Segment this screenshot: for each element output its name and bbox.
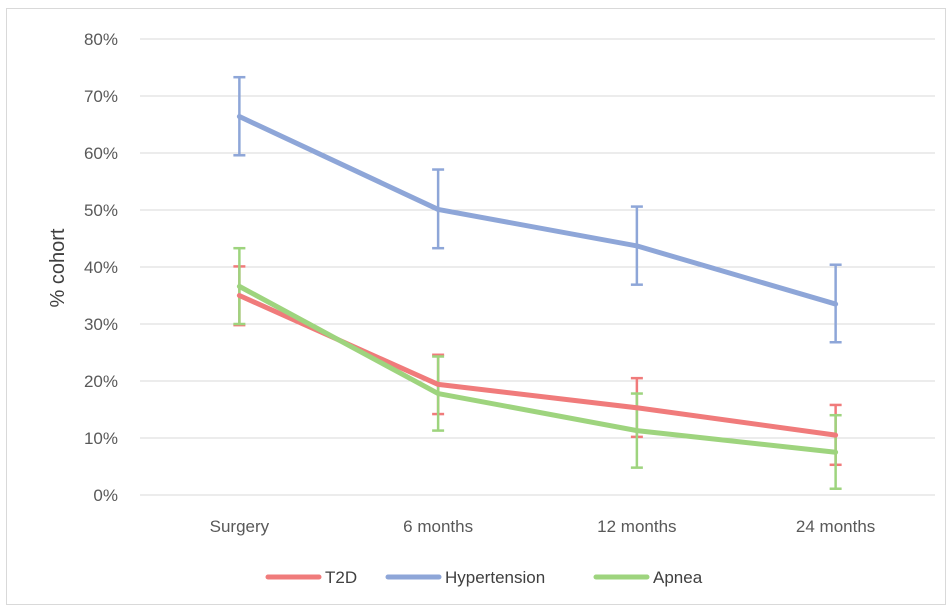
x-tick-label: 24 months xyxy=(796,517,875,536)
legend-label: T2D xyxy=(325,568,357,587)
y-axis-label: % cohort xyxy=(47,228,69,307)
y-tick-labels: 0% 10% 20% 30% 40% 50% 60% 70% 80% xyxy=(84,30,118,505)
legend-item-hypertension: Hypertension xyxy=(385,568,545,587)
series-lines xyxy=(236,114,839,455)
x-tick-label: 6 months xyxy=(403,517,473,536)
x-tick-label: Surgery xyxy=(210,517,270,536)
y-tick-label: 20% xyxy=(84,372,118,391)
series-line-apnea xyxy=(236,283,839,455)
y-tick-label: 70% xyxy=(84,87,118,106)
y-tick-label: 0% xyxy=(93,486,118,505)
y-tick-label: 40% xyxy=(84,258,118,277)
y-tick-label: 60% xyxy=(84,144,118,163)
x-tick-label: 12 months xyxy=(597,517,676,536)
legend-label: Hypertension xyxy=(445,568,545,587)
legend-item-t2d: T2D xyxy=(265,568,357,587)
gridlines xyxy=(140,38,935,496)
y-tick-label: 80% xyxy=(84,30,118,49)
x-tick-labels: Surgery 6 months 12 months 24 months xyxy=(210,517,876,536)
y-tick-label: 10% xyxy=(84,429,118,448)
error-bars xyxy=(233,75,842,490)
legend: T2D Hypertension Apnea xyxy=(265,568,703,587)
legend-label: Apnea xyxy=(653,568,703,587)
series-line-hypertension xyxy=(236,114,839,307)
y-tick-label: 50% xyxy=(84,201,118,220)
chart-frame xyxy=(6,8,946,605)
legend-item-apnea: Apnea xyxy=(593,568,703,587)
y-tick-label: 30% xyxy=(84,315,118,334)
